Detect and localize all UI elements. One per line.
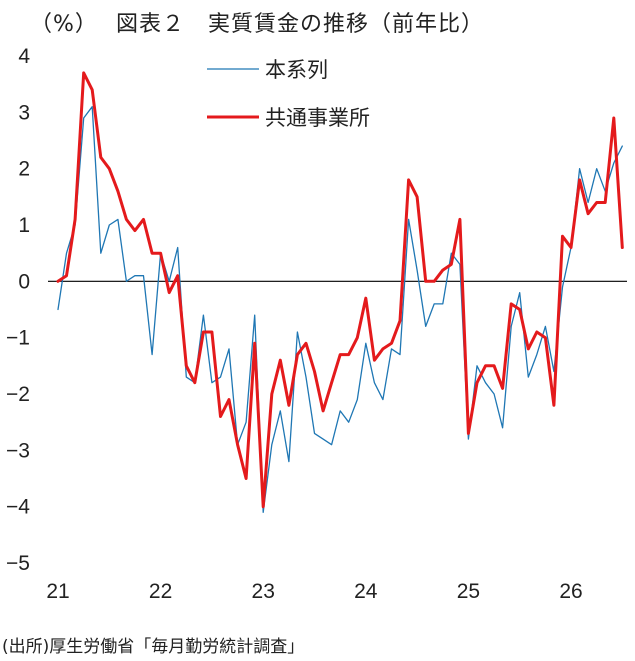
y-tick-label: 0 — [18, 270, 30, 293]
series-line-1 — [57, 106, 623, 513]
y-tick-label: −5 — [6, 552, 30, 575]
x-tick-label: 22 — [149, 580, 172, 603]
chart-unit-label: （%） — [30, 12, 98, 37]
x-tick-label: 23 — [252, 580, 275, 603]
legend-label-1: 本系列 — [265, 58, 328, 82]
series-line-2 — [56, 71, 624, 509]
x-tick-label: 25 — [457, 580, 480, 603]
x-tick-label: 24 — [354, 580, 378, 603]
legend-label-2: 共通事業所 — [265, 106, 370, 130]
y-tick-label: 1 — [18, 214, 30, 237]
y-tick-label: 2 — [18, 158, 30, 181]
x-tick-label: 21 — [46, 580, 69, 603]
x-tick-label: 26 — [559, 580, 582, 603]
y-tick-label: −3 — [6, 439, 30, 462]
y-tick-label: −1 — [6, 327, 30, 350]
y-tick-label: 4 — [18, 45, 30, 68]
y-tick-label: 3 — [18, 101, 30, 124]
y-tick-label: −4 — [6, 496, 30, 519]
chart-title: 図表２ 実質賃金の推移（前年比） — [116, 12, 485, 37]
y-tick-label: −2 — [6, 383, 30, 406]
source-note: (出所)厚生労働省「毎月勤労統計調査」 — [2, 637, 305, 657]
